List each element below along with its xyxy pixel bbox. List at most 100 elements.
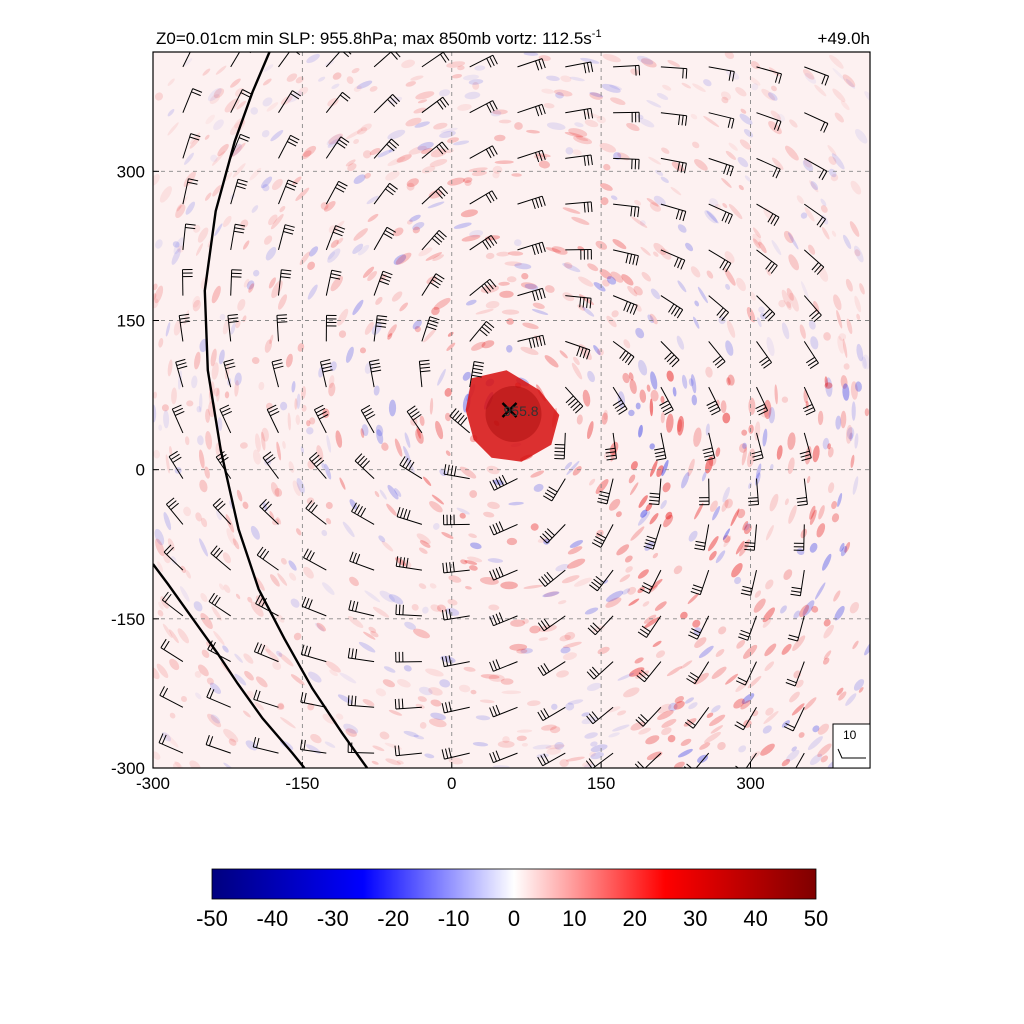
- wind-barb: [612, 386, 628, 415]
- vorticity-cell: [628, 372, 634, 381]
- vorticity-cell: [833, 590, 841, 602]
- vorticity-cell: [726, 377, 731, 386]
- wind-barb: [443, 464, 470, 480]
- vorticity-cell: [271, 178, 283, 191]
- barb-flag: [691, 628, 701, 634]
- barb-flag: [629, 303, 635, 314]
- vorticity-cell: [606, 315, 617, 328]
- vorticity-cell: [362, 698, 375, 707]
- vorticity-cell: [298, 86, 309, 96]
- barb-flag: [728, 70, 732, 81]
- vorticity-cell: [421, 147, 433, 155]
- wind-barb: [654, 432, 667, 461]
- wind-barb: [589, 569, 614, 592]
- vorticity-cell: [783, 569, 793, 580]
- vorticity-cell: [217, 417, 223, 431]
- vorticity-cell: [567, 699, 584, 705]
- wind-barb: [469, 145, 498, 159]
- vorticity-cell: [677, 748, 693, 758]
- barb-flag: [305, 500, 313, 509]
- vorticity-cell: [376, 429, 384, 445]
- barb-shaft: [444, 752, 470, 760]
- barb-flag: [690, 591, 701, 596]
- wind-barb: [708, 249, 732, 273]
- barb-flag: [210, 641, 216, 652]
- barb-shaft: [469, 100, 493, 114]
- wind-barb: [160, 638, 184, 663]
- barb-shaft: [544, 569, 566, 587]
- vorticity-cell: [370, 630, 379, 638]
- vorticity-cell: [532, 744, 552, 750]
- barb-flag: [308, 502, 316, 511]
- barb-shaft: [742, 707, 757, 731]
- vorticity-cell: [724, 498, 733, 509]
- vorticity-cell: [633, 285, 643, 296]
- vorticity-cell: [321, 462, 326, 470]
- vorticity-cell: [721, 96, 729, 104]
- vorticity-cell: [667, 734, 676, 743]
- barb-flag: [217, 453, 227, 461]
- barb-flag: [161, 734, 167, 745]
- vorticity-cell: [764, 661, 775, 672]
- barb-flag: [539, 535, 548, 544]
- barb-flag: [174, 410, 185, 416]
- vorticity-cell: [673, 700, 685, 710]
- barb-shaft: [443, 615, 470, 621]
- vorticity-cell: [569, 540, 584, 548]
- wind-barb: [660, 112, 688, 126]
- barb-shaft: [803, 249, 825, 268]
- barb-flag: [587, 155, 590, 166]
- barb-flag: [351, 600, 355, 611]
- barb-shaft: [644, 661, 662, 683]
- vorticity-cell: [447, 137, 459, 143]
- vorticity-cell: [542, 591, 560, 598]
- vorticity-cell: [412, 226, 421, 234]
- barb-shaft: [642, 706, 662, 727]
- barb-flag: [721, 312, 729, 321]
- wind-barb: [565, 340, 591, 360]
- vorticity-cell: [367, 213, 379, 222]
- vorticity-cell: [623, 339, 631, 349]
- barb-shaft: [804, 203, 826, 220]
- barb-flag: [565, 395, 574, 404]
- barb-flag: [280, 272, 291, 275]
- barb-flag: [303, 739, 306, 750]
- vorticity-cell: [566, 558, 586, 569]
- vorticity-cell: [635, 327, 645, 339]
- vorticity-cell: [822, 437, 830, 450]
- vorticity-cell: [830, 173, 839, 182]
- wind-barb: [278, 52, 302, 68]
- barb-flag: [811, 262, 819, 271]
- y-tick-label: -300: [111, 759, 145, 778]
- barb-flag: [347, 647, 351, 658]
- vorticity-cell: [487, 558, 504, 563]
- barb-flag: [401, 698, 404, 709]
- barb-flag: [472, 367, 483, 371]
- vorticity-cell: [294, 398, 298, 410]
- vorticity-cell: [809, 542, 818, 553]
- barb-flag: [187, 181, 198, 185]
- vorticity-cell: [403, 445, 411, 462]
- barb-flag: [586, 671, 595, 680]
- barb-flag: [212, 498, 221, 506]
- vorticity-cell: [688, 378, 694, 387]
- wind-barb: [660, 341, 680, 368]
- barb-flag: [758, 410, 768, 416]
- vorticity-cell: [514, 239, 522, 247]
- vorticity-cell: [169, 629, 179, 644]
- vorticity-cell: [661, 459, 669, 477]
- barb-flag: [185, 227, 196, 230]
- vorticity-cell: [167, 108, 175, 117]
- barb-flag: [448, 655, 452, 666]
- vorticity-cell: [584, 119, 599, 128]
- vorticity-cell: [842, 338, 848, 358]
- vorticity-cell: [617, 152, 630, 161]
- vorticity-cell: [396, 154, 412, 163]
- vorticity-cell: [280, 717, 296, 729]
- barb-flag: [436, 101, 444, 110]
- barb-flag: [589, 298, 592, 309]
- vorticity-cell: [345, 129, 363, 140]
- vorticity-cell: [553, 89, 573, 97]
- vorticity-cell: [722, 202, 728, 209]
